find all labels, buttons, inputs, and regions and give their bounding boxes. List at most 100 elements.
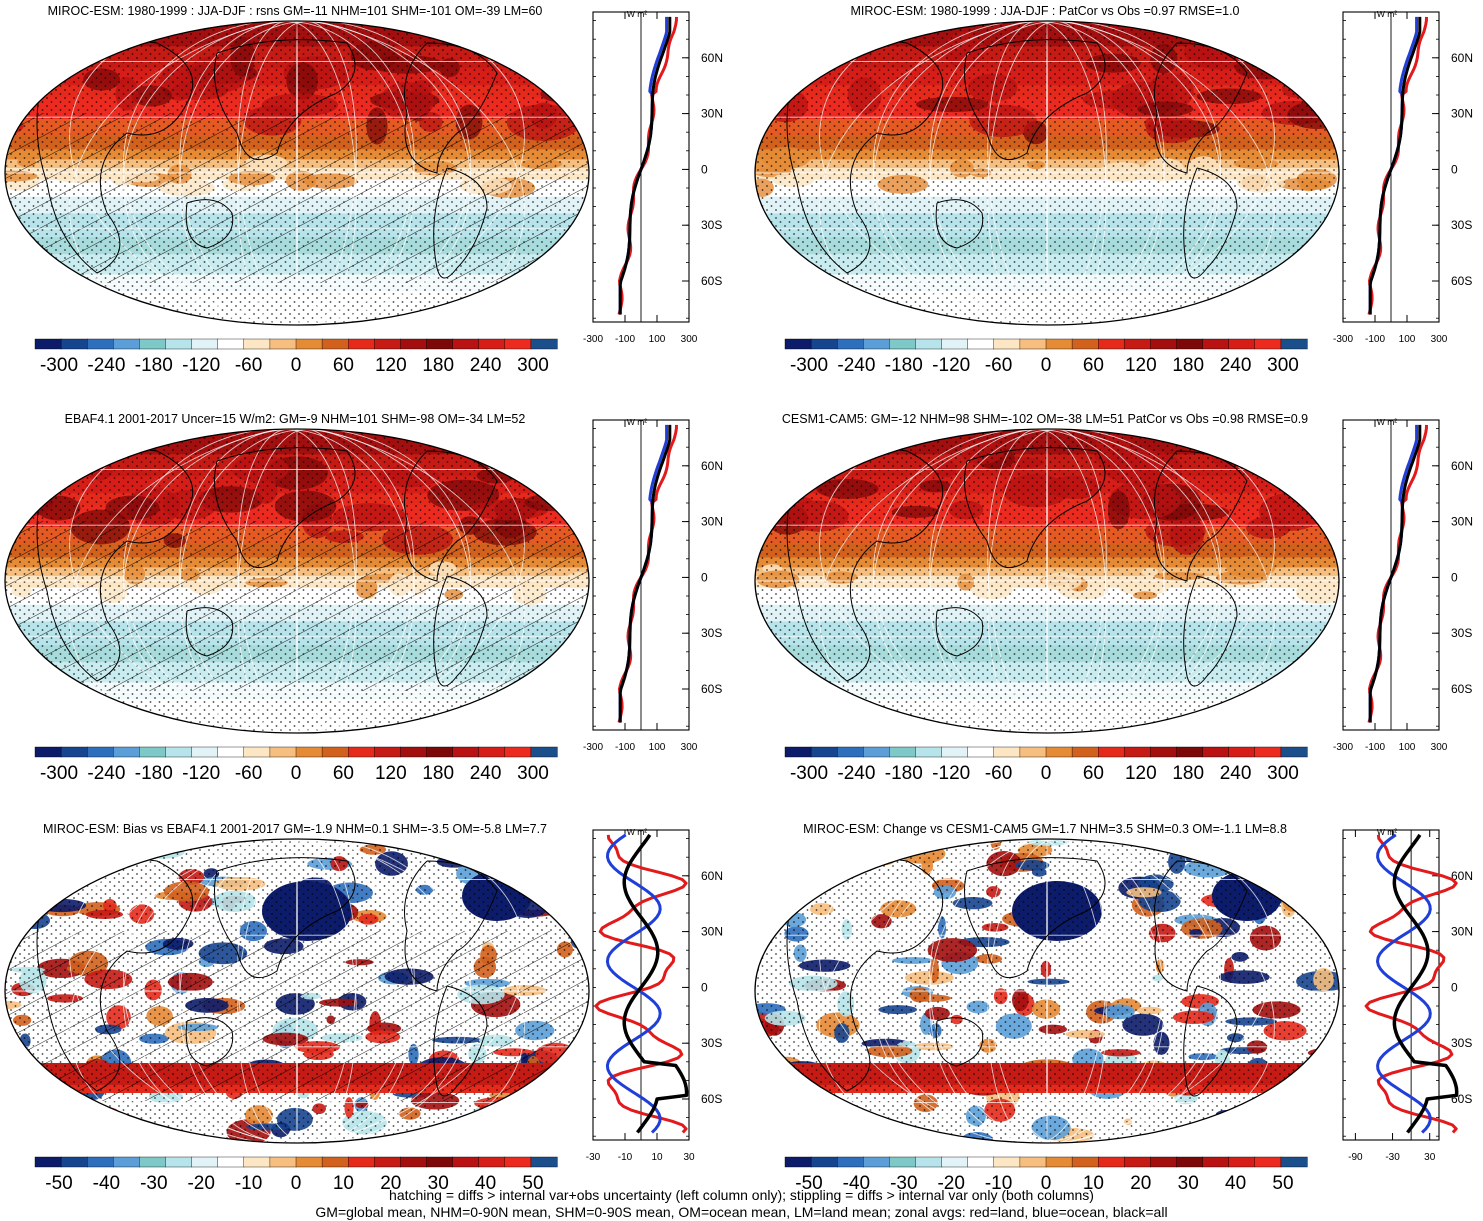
colorbar-swatch [113,338,141,350]
zonal-lat-label: 0 [1451,162,1458,176]
zonal-tick-label: -10 [618,1152,633,1163]
colorbar-swatch [60,746,88,758]
zonal-tick-label: 100 [649,334,666,345]
colorbar-swatch [452,746,480,758]
zonal-tick-label: -300 [1333,742,1353,753]
map-border [754,838,1340,1144]
zonal-lat-label: 0 [701,980,708,994]
colorbar-label: 240 [1220,763,1252,784]
colorbar-label: 120 [375,763,407,784]
zonal-tick-label: 300 [681,742,698,753]
colorbar-swatch [810,338,838,350]
colorbar-swatch [1254,338,1282,350]
panel-title: MIROC-ESM: Change vs CESM1-CAM5 GM=1.7 N… [803,822,1287,836]
colorbar-label: 0 [291,355,302,376]
colorbar-swatch [1019,1156,1047,1168]
colorbar-label: -300 [790,355,828,376]
colorbar-label: -40 [93,1173,120,1194]
colorbar-label: -20 [187,1173,214,1194]
colorbar-label: -300 [40,763,78,784]
colorbar-swatch [837,338,864,350]
colorbar-swatch [295,338,323,350]
colorbar-label: 300 [517,763,549,784]
colorbar-swatch [348,1156,375,1168]
colorbar-swatch [400,338,428,350]
zonal-tick-label: 100 [1399,742,1416,753]
colorbar-swatch [1202,1156,1230,1168]
colorbar-swatch [1228,746,1256,758]
colorbar-swatch [967,746,995,758]
colorbar-label: 10 [333,1173,354,1194]
colorbar-swatch [889,1156,917,1168]
colorbar-swatch [1019,746,1047,758]
colorbar-swatch [34,338,62,350]
colorbar-label: 0 [291,763,302,784]
coastlines [786,447,1248,687]
colorbar-label: -180 [885,355,923,376]
zonal-lat-label: 60N [701,869,723,883]
zonal-tick-label: -100 [1365,742,1385,753]
zonal-tick-label: 10 [651,1152,663,1163]
zonal-lat-label: 0 [1451,980,1458,994]
map-gridlines [755,21,1339,325]
colorbar-swatch [915,746,943,758]
colorbar-swatch [915,338,943,350]
colorbar-label: -40 [843,1173,870,1194]
colorbar-swatch [348,746,375,758]
colorbar-swatch [1045,338,1073,350]
zonal-lat-label: 60S [1451,274,1472,288]
coastlines [36,857,498,1097]
zonal-tick-label: 300 [1431,334,1448,345]
colorbar-swatch [321,1156,349,1168]
colorbar-swatch [321,746,349,758]
colorbar-swatch [967,1156,995,1168]
zonal-units: W m² [627,827,647,837]
colorbar-swatch [269,746,297,758]
colorbar-swatch [863,1156,890,1168]
colorbar-label: -240 [87,355,125,376]
colorbar-swatch [1150,1156,1178,1168]
colorbar-label: 0 [1041,1173,1052,1194]
zonal-lat-label: 30N [701,925,723,939]
colorbar-swatch [374,1156,401,1168]
zonal-lat-label: 60S [701,682,722,696]
colorbar-swatch [504,1156,532,1168]
footer-line-1: hatching = diffs > internal var+obs unce… [389,1187,1094,1203]
zonal-lat-label: 60N [1451,459,1473,473]
coastlines [36,447,498,687]
colorbar-swatch [504,746,532,758]
colorbar-label: 0 [1041,763,1052,784]
zonal-tick-label: -90 [1348,1152,1363,1163]
colorbar-label: -30 [890,1173,917,1194]
colorbar-swatch [784,1156,812,1168]
colorbar-swatch [993,746,1021,758]
colorbar-label: -180 [885,763,923,784]
colorbar-swatch [1254,746,1282,758]
colorbar-swatch [784,746,812,758]
colorbar-label: -60 [235,355,262,376]
colorbar-swatch [1045,746,1073,758]
zonal-ocean-curve [1376,833,1432,1134]
colorbar-label: 0 [291,1173,302,1194]
zonal-lat-label: 30N [1451,515,1473,529]
colorbar-swatch [863,338,890,350]
zonal-land-curve [1367,16,1428,315]
zonal-lat-label: 30S [701,626,722,640]
zonal-units: W m² [1377,417,1397,427]
zonal-tick-label: 30 [683,1152,695,1163]
map-field [755,839,1339,1143]
colorbar-swatch [837,1156,864,1168]
zonal-tick-label: -30 [586,1152,601,1163]
colorbar-label: -10 [235,1173,262,1194]
colorbar-swatch [941,1156,969,1168]
colorbar-swatch [1071,338,1099,350]
colorbar-swatch [1097,1156,1125,1168]
zonal-land-curve [594,834,688,1134]
colorbar-label: 60 [1083,355,1104,376]
zonal-tick-label: -300 [583,334,603,345]
colorbar: -300 -240 -180 -120 -60 0 60 120 180 240 300 [784,338,1308,376]
colorbar-swatch [295,1156,323,1168]
colorbar-label: -10 [985,1173,1012,1194]
colorbar-swatch [1202,746,1230,758]
